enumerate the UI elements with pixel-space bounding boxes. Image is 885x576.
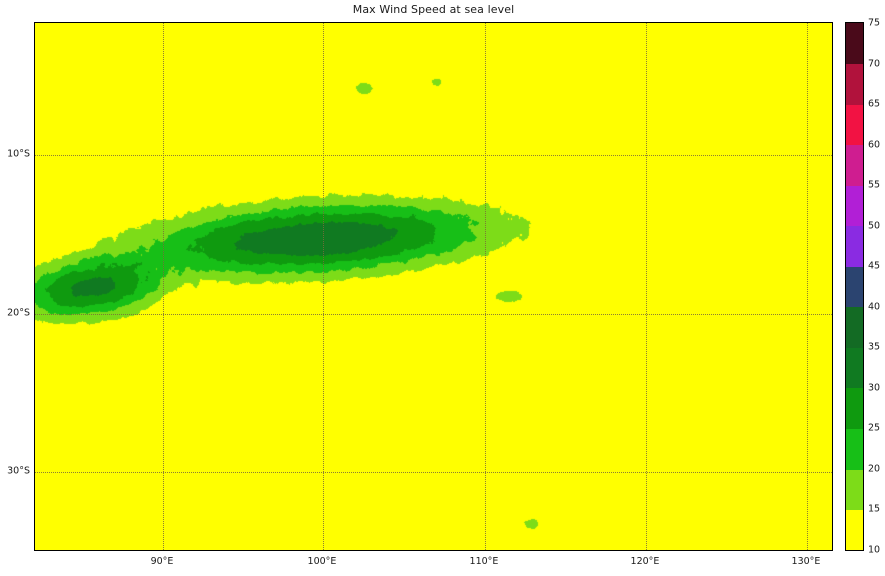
gridline-vertical bbox=[807, 23, 808, 550]
x-tick-label: 90°E bbox=[150, 556, 174, 567]
gridline-vertical bbox=[646, 23, 647, 550]
colorbar-band bbox=[846, 509, 863, 550]
colorbar-band bbox=[846, 63, 863, 105]
colorbar-band bbox=[846, 104, 863, 146]
colorbar-tick-label: 70 bbox=[868, 58, 881, 70]
x-tick-label: 130°E bbox=[791, 556, 821, 567]
colorbar-tick-label: 30 bbox=[868, 382, 881, 394]
colorbar-band bbox=[846, 468, 863, 511]
y-axis-ticks: 10°S 20°S 30°S bbox=[0, 22, 30, 551]
colorbar-tick-label: 15 bbox=[868, 503, 881, 515]
wind-speed-map bbox=[35, 23, 832, 550]
gridline-horizontal bbox=[35, 314, 832, 315]
colorbar-tick-label: 65 bbox=[868, 98, 881, 110]
colorbar-tick-label: 35 bbox=[868, 341, 881, 353]
x-axis-ticks: 90°E 100°E 110°E 120°E 130°E bbox=[34, 556, 833, 574]
gridline-horizontal bbox=[35, 155, 832, 156]
colorbar-band bbox=[846, 428, 863, 470]
y-tick-label: 10°S bbox=[7, 148, 30, 160]
colorbar-band bbox=[846, 23, 863, 65]
y-tick-label: 20°S bbox=[7, 307, 30, 319]
y-tick-label: 30°S bbox=[7, 465, 30, 477]
x-tick-label: 120°E bbox=[630, 556, 660, 567]
colorbar-tick-label: 50 bbox=[868, 220, 881, 232]
colorbar-band bbox=[846, 266, 863, 308]
colorbar-tick-label: 55 bbox=[868, 179, 881, 191]
colorbar-tick-label: 60 bbox=[868, 139, 881, 151]
colorbar-tick-label: 25 bbox=[868, 422, 881, 434]
colorbar[interactable]: 10 15 20 25 30 35 40 45 50 55 60 65 70 75 bbox=[845, 18, 880, 556]
colorbar-tick-label: 10 bbox=[868, 544, 881, 556]
figure-title: Max Wind Speed at sea level bbox=[352, 3, 515, 16]
colorbar-tick-label: 20 bbox=[868, 463, 881, 475]
colorbar-band bbox=[846, 347, 863, 389]
gridline-vertical bbox=[163, 23, 164, 550]
colorbar-band bbox=[846, 387, 863, 429]
colorbar-band bbox=[846, 306, 863, 348]
colorbar-band bbox=[846, 185, 863, 227]
colorbar-tick-label: 75 bbox=[868, 17, 881, 29]
colorbar-band bbox=[846, 225, 863, 267]
x-tick-label: 100°E bbox=[307, 556, 337, 567]
gridline-horizontal bbox=[35, 472, 832, 473]
colorbar-gradient bbox=[845, 22, 864, 551]
gridline-vertical bbox=[323, 23, 324, 550]
colorbar-tick-label: 45 bbox=[868, 260, 881, 272]
x-tick-label: 110°E bbox=[469, 556, 499, 567]
gridline-vertical bbox=[485, 23, 486, 550]
colorbar-tick-label: 40 bbox=[868, 301, 881, 313]
colorbar-band bbox=[846, 144, 863, 186]
map-axes[interactable] bbox=[34, 22, 833, 551]
